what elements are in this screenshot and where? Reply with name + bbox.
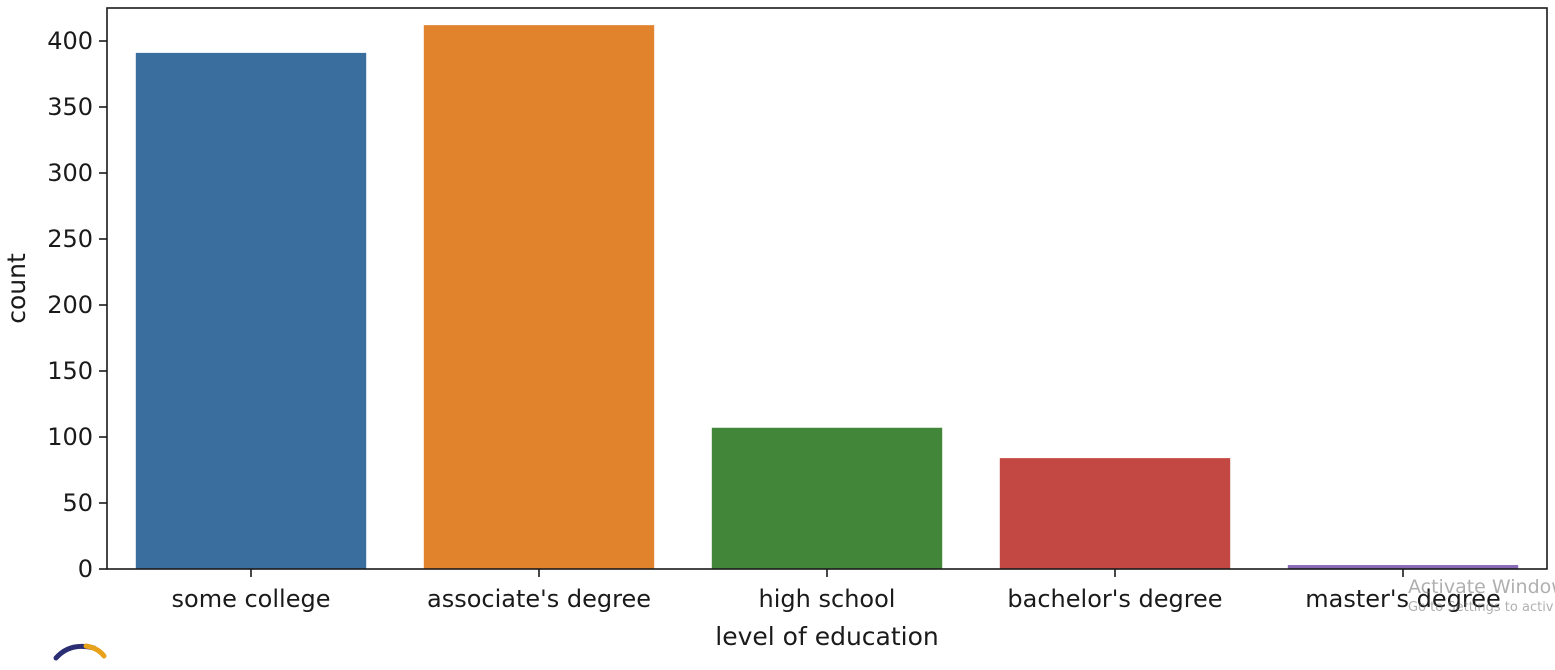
activate-windows-watermark-title: Activate Window <box>1408 576 1555 598</box>
y-tick-label: 300 <box>47 159 93 187</box>
x-tick-label: bachelor's degree <box>1007 585 1222 613</box>
bar <box>135 52 367 569</box>
y-axis: 0 50 100 150 200 250 300 350 400 <box>47 27 107 583</box>
y-tick-label: 100 <box>47 423 93 451</box>
x-tick-label: associate's degree <box>427 585 651 613</box>
y-tick-label: 0 <box>78 555 93 583</box>
bar-chart: 0 50 100 150 200 250 300 350 400 some college ass… <box>2 7 1548 651</box>
y-tick-label: 200 <box>47 291 93 319</box>
x-axis-label: level of education <box>715 622 939 651</box>
y-tick-label: 250 <box>47 225 93 253</box>
plot-frame <box>106 7 1548 570</box>
y-tick-label: 400 <box>47 27 93 55</box>
y-axis-label: count <box>2 253 31 324</box>
x-axis: some college associate's degree high schoo… <box>172 569 1501 613</box>
x-tick-label: high school <box>759 585 896 613</box>
y-tick-label: 150 <box>47 357 93 385</box>
y-tick-label: 50 <box>62 489 93 517</box>
bar <box>999 458 1231 569</box>
bars <box>135 25 1519 570</box>
x-tick-label: master's degree <box>1305 585 1500 613</box>
bar <box>711 427 943 569</box>
y-tick-label: 350 <box>47 93 93 121</box>
logo-icon <box>53 643 107 661</box>
bar <box>423 25 655 570</box>
bar <box>1287 565 1519 569</box>
x-tick-label: some college <box>172 585 331 613</box>
activate-windows-watermark-subtitle: Go to Settings to activ <box>1408 600 1554 615</box>
